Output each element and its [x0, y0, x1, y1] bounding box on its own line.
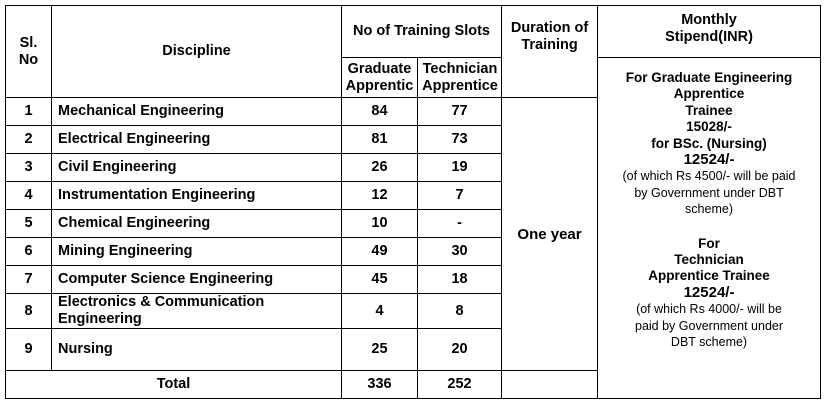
stipend-grad-line3: Trainee	[685, 102, 733, 118]
stipend-tech-note1: (of which Rs 4000/- will be	[636, 302, 782, 317]
table-row: 8 Electronics & Communication Engineerin…	[5, 293, 821, 329]
row-technician-slots: 19	[416, 153, 503, 182]
total-label: Total	[5, 370, 342, 399]
row-graduate-slots: 10	[341, 209, 418, 238]
row-graduate-slots: 25	[341, 328, 418, 371]
table-row: 6 Mining Engineering 49 30	[5, 237, 821, 266]
stipend-tech-line2: Technician	[674, 252, 744, 268]
header-duration: Duration of Training	[501, 5, 599, 98]
row-graduate-slots: 49	[341, 237, 418, 266]
total-duration-empty	[501, 370, 599, 399]
total-technician: 252	[416, 370, 503, 399]
row-discipline: Computer Science Engineering	[51, 265, 342, 294]
row-technician-slots: 20	[416, 328, 503, 371]
row-graduate-slots: 26	[341, 153, 418, 182]
row-discipline: Mechanical Engineering	[51, 97, 342, 126]
table-row: 5 Chemical Engineering 10 -	[5, 209, 821, 238]
header-stipend: Monthly Stipend(INR)	[597, 5, 822, 58]
stipend-grad-line1: For Graduate Engineering	[625, 70, 793, 85]
stipend-tech-note3: DBT scheme)	[670, 335, 748, 350]
stipend-grad-line2: Apprentice	[673, 86, 745, 102]
row-sl: 4	[5, 181, 52, 210]
total-graduate: 336	[341, 370, 418, 399]
row-discipline: Mining Engineering	[51, 237, 342, 266]
stipend-tech-note2: paid by Government under	[635, 318, 784, 333]
row-sl: 2	[5, 125, 52, 154]
stipend-tech-line3: Apprentice Trainee	[648, 268, 770, 284]
header-sl-no: Sl. No	[5, 5, 52, 98]
header-technician-apprentice: Technician Apprentice	[416, 57, 503, 98]
stipend-nursing-amount: 12524/-	[683, 151, 735, 169]
row-sl: 8	[5, 293, 52, 329]
row-graduate-slots: 4	[341, 293, 418, 329]
row-sl: 3	[5, 153, 52, 182]
training-slots-table: Sl. No Discipline No of Training Slots D…	[5, 5, 822, 399]
row-technician-slots: 18	[416, 265, 503, 294]
stipend-grad-amount: 15028/-	[686, 119, 732, 135]
table-row: 2 Electrical Engineering 81 73	[5, 125, 821, 154]
duration-value: One year	[501, 97, 599, 371]
total-row: Total 336 252	[5, 370, 821, 399]
row-sl: 5	[5, 209, 52, 238]
row-technician-slots: 73	[416, 125, 503, 154]
row-technician-slots: -	[416, 209, 503, 238]
stipend-tech-amount: 12524/-	[683, 283, 735, 301]
row-graduate-slots: 45	[341, 265, 418, 294]
row-sl: 6	[5, 237, 52, 266]
row-graduate-slots: 84	[341, 97, 418, 126]
row-technician-slots: 8	[416, 293, 503, 329]
stipend-grad-note1: (of which Rs 4500/- will be paid	[622, 169, 796, 184]
row-discipline: Electrical Engineering	[51, 125, 342, 154]
table-row: 1 Mechanical Engineering 84 77 One year	[5, 97, 821, 371]
stipend-details-cell: For Graduate Engineering Apprentice Trai…	[597, 57, 822, 399]
row-technician-slots: 30	[416, 237, 503, 266]
stipend-grad-note2: by Government under DBT	[634, 185, 784, 200]
row-discipline: Electronics & Communication Engineering	[51, 293, 342, 329]
header-training-slots: No of Training Slots	[340, 5, 503, 58]
table-row: 7 Computer Science Engineering 45 18	[5, 265, 821, 294]
row-graduate-slots: 12	[341, 181, 418, 210]
row-technician-slots: 77	[416, 97, 503, 126]
table-row: 4 Instrumentation Engineering 12 7	[5, 181, 821, 210]
row-sl: 1	[5, 97, 52, 126]
row-sl: 9	[5, 328, 52, 371]
header-graduate-apprentice: Graduate Apprentic	[341, 57, 418, 98]
stipend-nursing-label: for BSc. (Nursing)	[651, 135, 767, 151]
table-row: 3 Civil Engineering 26 19	[5, 153, 821, 182]
stipend-grad-note3: scheme)	[685, 202, 733, 217]
table-row: 9 Nursing 25 20	[5, 328, 821, 371]
row-discipline: Instrumentation Engineering	[51, 181, 342, 210]
row-discipline: Civil Engineering	[51, 153, 342, 182]
row-graduate-slots: 81	[341, 125, 418, 154]
row-technician-slots: 7	[416, 181, 503, 210]
header-discipline: Discipline	[51, 5, 342, 98]
stipend-tech-line1: For	[698, 235, 720, 251]
row-discipline: Chemical Engineering	[51, 209, 342, 238]
row-discipline: Nursing	[51, 328, 342, 371]
row-sl: 7	[5, 265, 52, 294]
